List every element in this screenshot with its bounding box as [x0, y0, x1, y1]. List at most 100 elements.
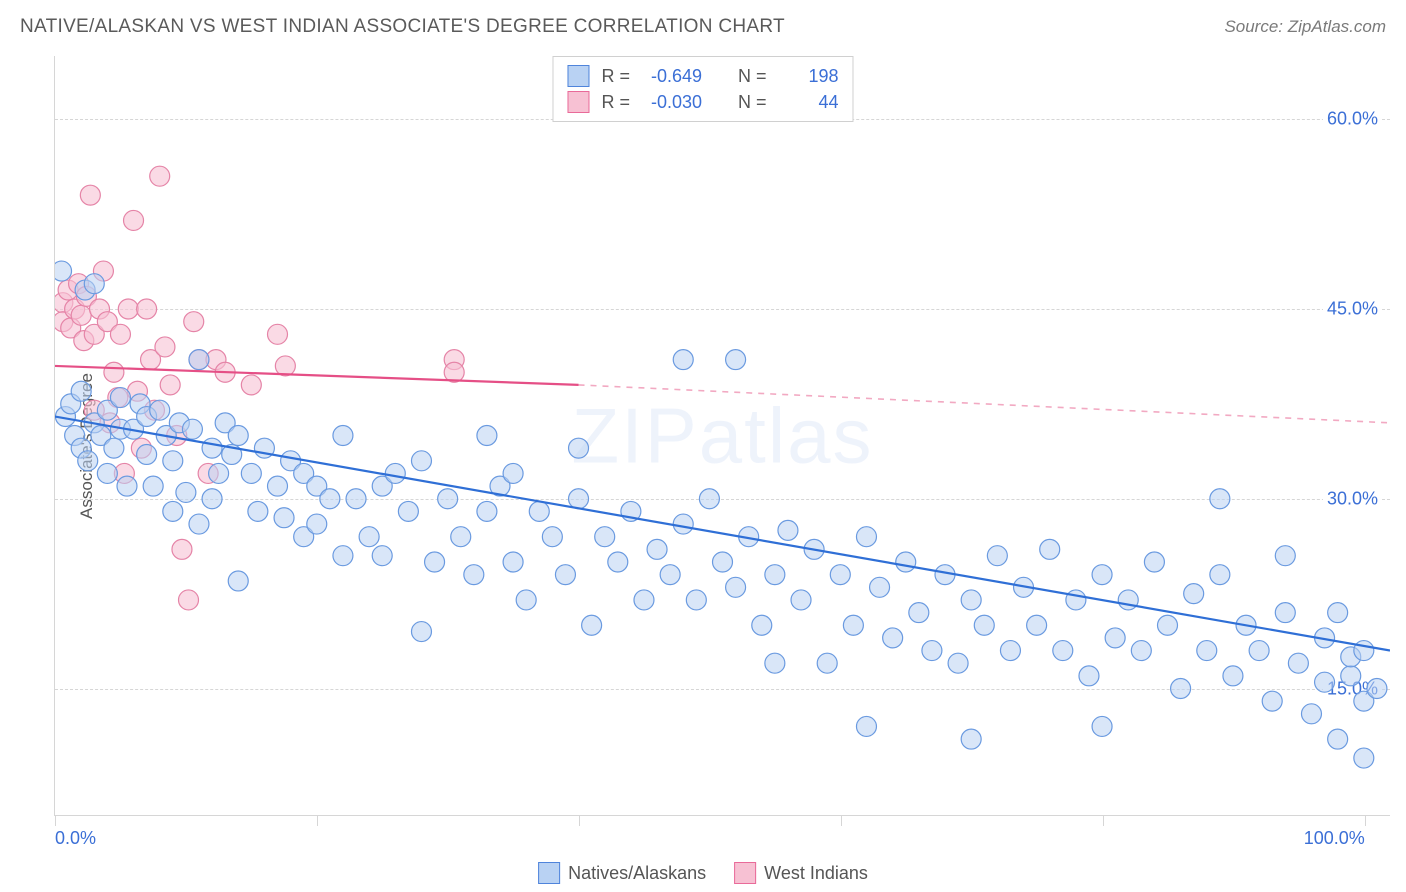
series1-point: [1301, 704, 1321, 724]
r-value-1: -0.649: [642, 66, 702, 87]
series1-point: [922, 641, 942, 661]
series2-point: [275, 356, 295, 376]
series1-point: [726, 577, 746, 597]
n-value-1: 198: [779, 66, 839, 87]
stats-row-1: R = -0.649 N = 198: [567, 63, 838, 89]
series1-point: [987, 546, 1007, 566]
series1-point: [268, 476, 288, 496]
series1-point: [883, 628, 903, 648]
r-label-2: R =: [601, 92, 630, 113]
series1-point: [516, 590, 536, 610]
series1-point: [71, 381, 91, 401]
series2-point: [160, 375, 180, 395]
stats-swatch-1: [567, 65, 589, 87]
series1-point: [1184, 584, 1204, 604]
series1-point: [765, 653, 785, 673]
series1-point: [634, 590, 654, 610]
series1-point: [163, 501, 183, 521]
series2-point: [137, 299, 157, 319]
legend-swatch-1: [538, 862, 560, 884]
series1-point: [569, 438, 589, 458]
series1-point: [425, 552, 445, 572]
series1-point: [896, 552, 916, 572]
series1-point: [333, 426, 353, 446]
series2-point: [268, 324, 288, 344]
series2-point: [241, 375, 261, 395]
series1-point: [1328, 729, 1348, 749]
x-tick-mark: [55, 816, 56, 826]
chart-title: NATIVE/ALASKAN VS WEST INDIAN ASSOCIATE'…: [20, 16, 785, 38]
series1-point: [137, 444, 157, 464]
series1-point: [451, 527, 471, 547]
scatter-svg: [55, 56, 1390, 815]
series1-point: [464, 565, 484, 585]
series1-point: [117, 476, 137, 496]
series2-point: [80, 185, 100, 205]
series1-point: [542, 527, 562, 547]
series1-point: [182, 419, 202, 439]
legend-bottom: Natives/Alaskans West Indians: [538, 862, 868, 884]
series1-point: [385, 463, 405, 483]
stats-row-2: R = -0.030 N = 44: [567, 89, 838, 115]
series1-point: [359, 527, 379, 547]
series1-point: [608, 552, 628, 572]
series1-point: [647, 539, 667, 559]
series1-point: [346, 489, 366, 509]
series1-point: [974, 615, 994, 635]
series2-point: [179, 590, 199, 610]
series1-point: [699, 489, 719, 509]
series1-point: [765, 565, 785, 585]
series1-point: [97, 463, 117, 483]
series1-point: [274, 508, 294, 528]
series1-point: [1315, 672, 1335, 692]
series1-point: [1079, 666, 1099, 686]
series1-point: [411, 451, 431, 471]
series1-point: [673, 514, 693, 534]
series1-point: [1027, 615, 1047, 635]
r-value-2: -0.030: [642, 92, 702, 113]
series1-point: [228, 571, 248, 591]
series1-point: [870, 577, 890, 597]
series1-point: [529, 501, 549, 521]
series1-point: [1171, 679, 1191, 699]
series1-point: [1275, 603, 1295, 623]
series1-point: [1092, 716, 1112, 736]
series2-point: [118, 299, 138, 319]
series1-point: [503, 552, 523, 572]
series1-point: [503, 463, 523, 483]
series1-point: [582, 615, 602, 635]
series1-point: [1092, 565, 1112, 585]
series1-point: [1223, 666, 1243, 686]
legend-swatch-2: [734, 862, 756, 884]
series1-point: [1131, 641, 1151, 661]
source-attribution: Source: ZipAtlas.com: [1224, 17, 1386, 37]
x-tick-label-left: 0.0%: [55, 828, 96, 849]
n-label-2: N =: [738, 92, 767, 113]
series1-point: [1053, 641, 1073, 661]
series1-point: [1249, 641, 1269, 661]
series1-point: [241, 463, 261, 483]
series1-point: [778, 520, 798, 540]
series1-point: [150, 400, 170, 420]
series1-point: [713, 552, 733, 572]
series1-point: [110, 388, 130, 408]
series1-point: [1066, 590, 1086, 610]
series1-point: [1354, 748, 1374, 768]
series1-point: [1262, 691, 1282, 711]
series1-point: [1288, 653, 1308, 673]
legend-item-2: West Indians: [734, 862, 868, 884]
n-value-2: 44: [779, 92, 839, 113]
trend-line: [55, 417, 1390, 651]
series1-point: [372, 546, 392, 566]
legend-label-1: Natives/Alaskans: [568, 863, 706, 884]
header-row: NATIVE/ALASKAN VS WEST INDIAN ASSOCIATE'…: [20, 16, 1386, 38]
series1-point: [228, 426, 248, 446]
series1-point: [1341, 666, 1361, 686]
trend-line-dashed: [579, 385, 1390, 423]
series1-point: [1210, 489, 1230, 509]
series1-point: [477, 426, 497, 446]
series1-point: [189, 514, 209, 534]
series1-point: [856, 527, 876, 547]
series1-point: [209, 463, 229, 483]
series1-point: [948, 653, 968, 673]
